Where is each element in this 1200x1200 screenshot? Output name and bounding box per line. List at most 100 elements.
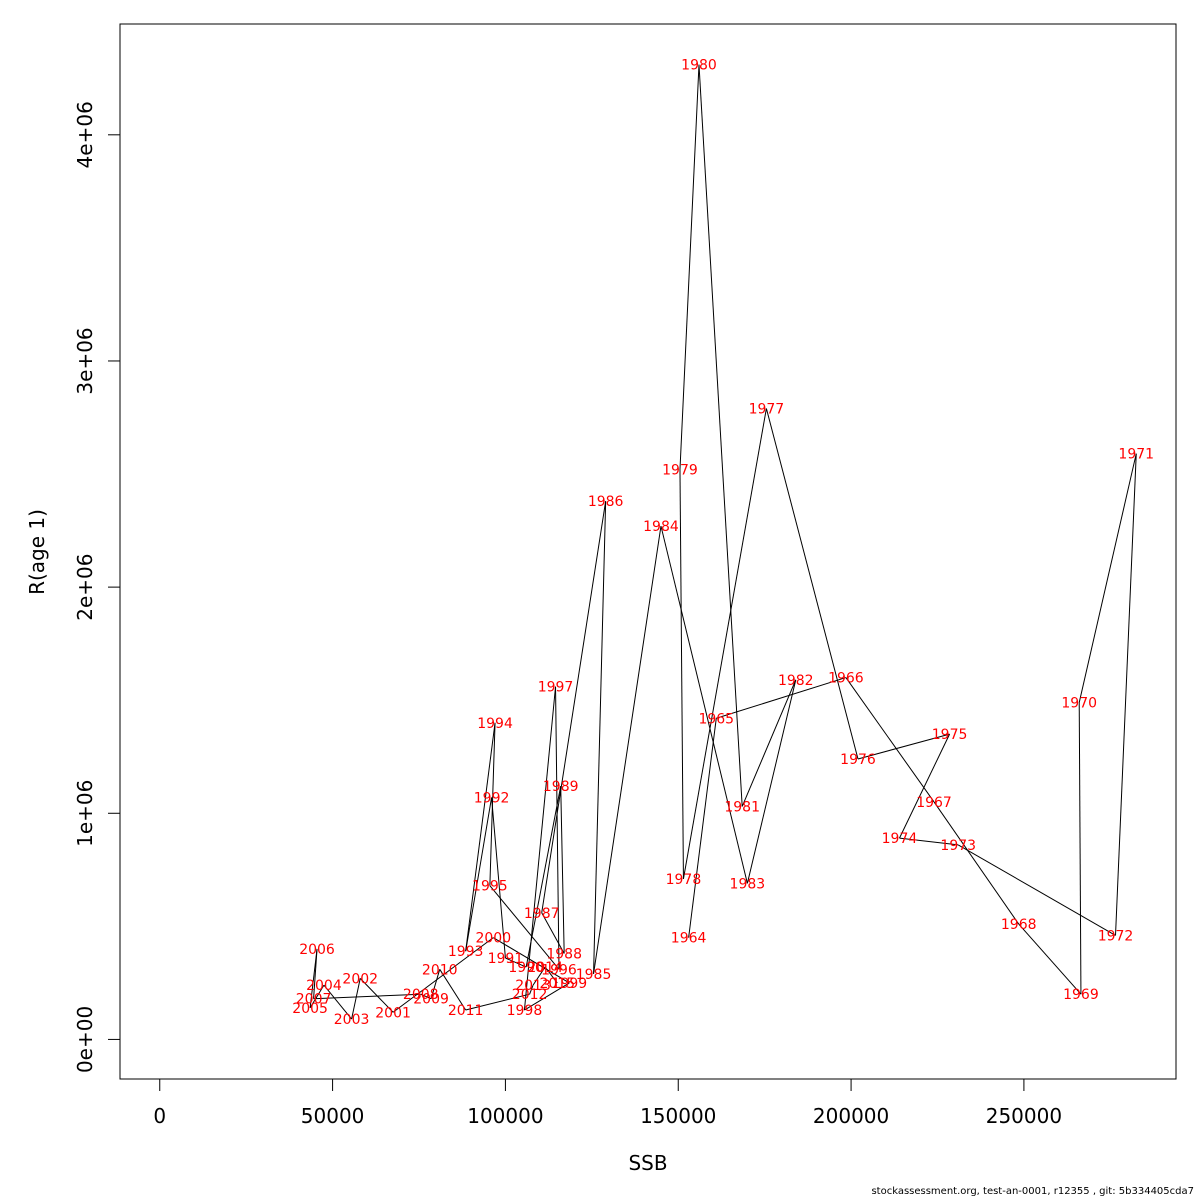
series-segment [1018,923,1082,995]
point-label: 2007 [296,992,332,1008]
series-segment [359,978,394,1013]
series-segment [351,978,361,1020]
point-label: 1993 [448,944,484,960]
x-axis-title: SSB [628,1151,667,1175]
y-tick-label: 4e+06 [73,101,97,168]
point-label: 2014 [527,960,563,976]
point-label: 2015 [539,976,575,992]
y-tick-label: 1e+06 [73,780,97,847]
series-segment [593,525,662,974]
series-segment [309,984,325,1009]
series-segment [560,786,565,954]
series-segment [465,797,493,952]
series-segment [741,679,797,807]
point-label: 2009 [413,992,449,1008]
series-segment [679,64,700,470]
point-label: 1969 [1063,987,1099,1003]
point-label: 1968 [1001,917,1037,933]
series-segment [1078,702,1082,995]
series-segment [323,984,352,1020]
point-label: 1990 [508,960,544,976]
series-segment [439,969,467,1011]
point-label: 1976 [840,752,876,768]
series-segment [465,722,496,952]
point-label: 1965 [698,711,734,727]
series-segment [541,912,565,954]
series-segment [1078,453,1137,703]
series-segment [688,718,717,938]
year-labels: 1964 1965 1966 1967 1968 1969 1970 1971 1972 1973… [292,58,1154,1028]
series-segment [660,525,748,884]
point-label: 1992 [474,790,510,806]
point-label: 1971 [1118,447,1154,463]
point-label: 1979 [662,463,698,479]
point-label: 2006 [299,942,335,958]
point-label: 1981 [724,799,760,815]
series-segment [532,966,546,986]
series-segment [1115,453,1137,936]
point-label: 1987 [524,906,560,922]
recruitment-series [309,64,1137,1020]
y-tick-label: 0e+00 [73,1006,97,1073]
series-segment [541,501,607,913]
y-tick-label: 2e+06 [73,553,97,620]
y-axis-title: R(age 1) [25,509,49,595]
series-segment [313,993,421,1000]
series-segment [505,957,527,968]
series-segment [524,982,570,1011]
series-segment [523,686,557,1011]
series-segment [544,966,558,984]
series-segment [933,801,1020,925]
point-label: 1991 [488,951,524,967]
x-tick-label: 250000 [986,1104,1062,1128]
series-segment [489,722,496,886]
point-label: 1985 [576,967,612,983]
series-segment [555,686,560,970]
point-label: 1995 [472,879,508,895]
series-segment [313,948,318,999]
point-label: 2002 [342,971,378,987]
footer-note: stockassessment.org, test-an-0001, r1235… [871,1186,1194,1197]
point-label: 1984 [643,519,679,535]
point-label: 1974 [882,831,918,847]
series-segment [491,797,506,959]
point-label: 1964 [671,931,707,947]
point-label: 2010 [422,962,458,978]
point-label: 2008 [403,987,439,1003]
x-tick-label: 200000 [813,1104,889,1128]
y-axis: 0e+00 1e+06 2e+06 3e+06 4e+06 [73,101,121,1073]
point-label: 2005 [292,1001,328,1017]
series-segment [493,937,570,984]
point-label: 1970 [1061,695,1097,711]
series-segment [845,677,935,803]
point-label: 1978 [666,872,702,888]
series-segment [716,677,847,719]
point-label: 1997 [538,680,574,696]
series-segment [529,984,534,995]
point-label: 1980 [681,58,717,74]
point-label: 2003 [334,1012,370,1028]
x-axis: 0 50000 100000 150000 200000 250000 [153,1078,1062,1128]
point-label: 2011 [448,1003,484,1019]
point-label: 1977 [749,401,785,417]
series-segment [679,469,684,879]
point-label: 1999 [552,976,588,992]
series-segment [489,885,560,970]
point-label: 1982 [778,673,814,689]
point-label: 1986 [588,494,624,510]
series-segment [682,408,767,879]
series-segment [857,733,950,760]
series-segment [765,408,859,760]
point-label: 1988 [546,946,582,962]
point-label: 1966 [828,671,864,687]
series-segment [899,733,951,839]
series-segment [698,64,743,807]
x-tick-label: 150000 [640,1104,716,1128]
series-segment [593,501,607,974]
series-segment [746,679,797,884]
point-label: 1967 [916,795,952,811]
series-segment [899,837,959,846]
series-segment [957,844,1116,936]
point-label: 1996 [541,962,577,978]
